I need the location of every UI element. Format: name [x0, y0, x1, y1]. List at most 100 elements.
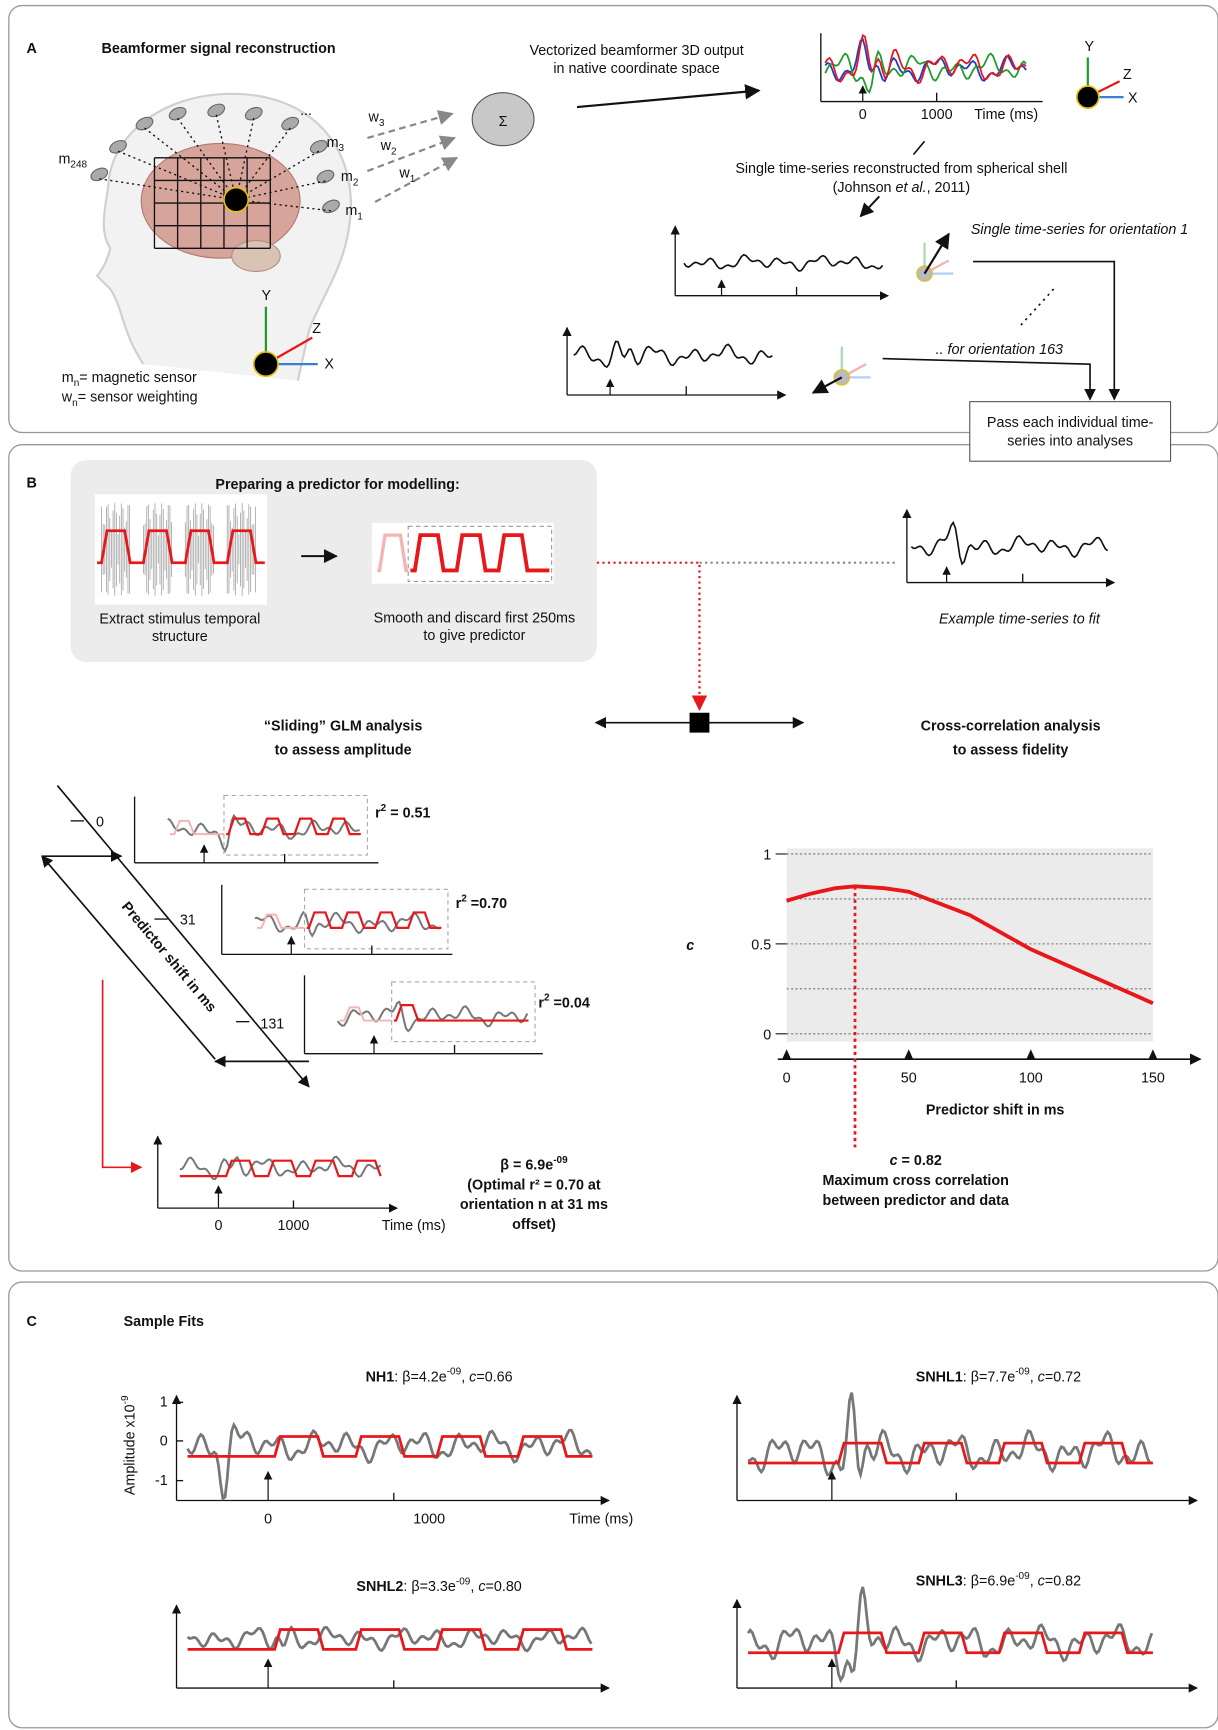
fit-title: SNHL2: β=3.3e-09, c=0.80 — [356, 1576, 521, 1595]
x-tick-label: 50 — [901, 1070, 917, 1086]
y-tick-label: 0 — [763, 1027, 771, 1043]
section-title: Preparing a predictor for modelling: — [215, 477, 459, 493]
tick-label: 1000 — [413, 1512, 445, 1528]
fit-title-part: c — [469, 1369, 476, 1385]
section-title: to assess fidelity — [953, 743, 1069, 759]
y-axis-title: c — [686, 938, 694, 954]
fit-title: SNHL3: β=6.9e-09, c=0.82 — [916, 1571, 1081, 1590]
legend-text-part: w — [61, 390, 73, 406]
caption: Maximum cross correlation — [823, 1173, 1009, 1189]
fit-title-part: β=4.2e — [402, 1369, 447, 1385]
weight-label-part: 2 — [391, 147, 397, 158]
caption-part: , 2011) — [927, 180, 971, 196]
sensor-label-part: 248 — [70, 160, 87, 171]
caption: between predictor and data — [823, 1193, 1010, 1209]
cerebellum — [232, 241, 281, 272]
orientation-arrow — [813, 377, 842, 392]
tick-label: 1000 — [278, 1218, 310, 1234]
peak-label: c = 0.82 — [890, 1153, 942, 1169]
r2-label: r2 = 0.51 — [375, 803, 430, 822]
axis-label: Z — [312, 321, 321, 337]
ellipsis-dots — [1021, 289, 1054, 325]
fit-title-part: : — [963, 1573, 971, 1589]
sensor-label-part: 3 — [339, 143, 345, 154]
legend-text: mn= magnetic sensor — [62, 370, 197, 389]
fit-title-part: =0.82 — [1045, 1573, 1081, 1589]
tick-label: 131 — [260, 1016, 284, 1032]
weight-label-part: w — [398, 166, 410, 182]
connector — [883, 359, 1090, 400]
x-tick-label: 0 — [783, 1070, 791, 1086]
tick-label: -1 — [155, 1473, 168, 1489]
axis-title-part: -9 — [120, 1395, 131, 1404]
fit-title-part: SNHL2 — [356, 1579, 403, 1595]
sensor-label-part: m — [327, 135, 339, 151]
fit-title-part: -09 — [1015, 1571, 1030, 1582]
y-tick-label: 1 — [763, 847, 771, 863]
x-tick — [1148, 1049, 1157, 1059]
caption: Vectorized beamformer 3D output — [529, 43, 743, 59]
panel-letter: B — [26, 476, 36, 492]
stimulus-bg — [95, 494, 267, 604]
weight-arrow — [375, 158, 457, 202]
axis-title-part: Amplitude x10 — [123, 1404, 139, 1495]
fit-title-part: =0.80 — [486, 1579, 522, 1595]
origin — [254, 352, 278, 376]
panel-letter: C — [26, 1314, 36, 1330]
junction — [690, 713, 710, 733]
fit-title-part: NH1 — [366, 1369, 395, 1385]
fit-title-part: β=6.9e — [971, 1573, 1016, 1589]
fit-title-part: c — [1038, 1573, 1045, 1589]
shift-axis — [57, 786, 309, 1087]
peak-label-part: = 0.82 — [898, 1153, 942, 1169]
x-tick — [904, 1049, 913, 1059]
result-text: (Optimal r² = 0.70 at — [467, 1177, 601, 1193]
r2-label: r2 =0.04 — [538, 993, 589, 1012]
axis-label: Y — [1085, 39, 1095, 55]
caption: Smooth and discard first 250ms — [374, 610, 575, 626]
x-tick — [1026, 1049, 1035, 1059]
caption: Single time-series for orientation 1 — [971, 222, 1188, 238]
fit-title-part: β=3.3e — [411, 1579, 456, 1595]
shift-axis — [42, 856, 215, 1059]
peak-label-part: c — [890, 1153, 898, 1169]
weight-label: w3 — [367, 109, 384, 128]
window — [392, 982, 535, 1042]
tick-label: 31 — [180, 913, 196, 929]
x-tick-label: 150 — [1141, 1070, 1165, 1086]
tick-label: Time (ms) — [569, 1512, 633, 1528]
beta-label-part: -09 — [553, 1155, 568, 1166]
r2-label-part: = 0.51 — [386, 806, 430, 822]
x-tick — [782, 1049, 791, 1059]
plot-area — [787, 848, 1153, 1041]
tick-label: 1 — [160, 1395, 168, 1411]
brain — [141, 143, 300, 258]
fit-title-part: : — [394, 1369, 402, 1385]
origin — [1077, 86, 1099, 108]
connector — [597, 563, 700, 710]
axis-title: Predictor shift in ms — [118, 899, 219, 1015]
section-title: to assess amplitude — [275, 743, 412, 759]
weight-label-part: 1 — [410, 174, 416, 185]
caption: Single time-series reconstructed from sp… — [735, 161, 1067, 177]
fit-title-part: , — [470, 1579, 478, 1595]
caption-part: (Johnson — [833, 180, 896, 196]
connector — [973, 262, 1114, 400]
y-tick-label: 0.5 — [751, 937, 771, 953]
trace — [825, 35, 1026, 83]
pass-box — [970, 402, 1171, 462]
axis-label: Y — [261, 288, 271, 304]
weight-label-part: w — [367, 109, 379, 125]
origin — [834, 370, 849, 385]
selection-arrow — [103, 980, 142, 1168]
section-title: “Sliding” GLM analysis — [264, 718, 422, 734]
fit-title-part: , — [1030, 1369, 1038, 1385]
predictor — [394, 1005, 529, 1020]
weight-label: w2 — [380, 138, 397, 157]
panel-border — [9, 1282, 1218, 1728]
sensor-label-part: 2 — [353, 177, 359, 188]
legend-text: wn= sensor weighting — [61, 390, 198, 409]
fit-title-part: SNHL1 — [916, 1369, 963, 1385]
connector — [914, 141, 925, 154]
fit-title-part: : — [963, 1369, 971, 1385]
